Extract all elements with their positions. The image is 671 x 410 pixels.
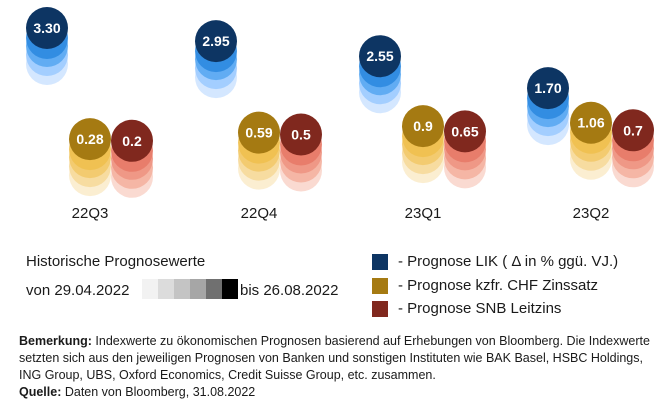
legend-label-chf: - Prognose kzfr. CHF Zinssatz — [398, 277, 599, 294]
data-point-lik-22q4 — [195, 20, 237, 63]
data-label-snb-22q3: 0.2 — [122, 133, 142, 149]
history-legend-from: von 29.04.2022 — [26, 282, 130, 299]
data-label-snb-23q1: 0.65 — [451, 123, 478, 139]
data-point-lik-23q2 — [527, 67, 569, 110]
data-point-snb-22q3 — [111, 119, 153, 162]
data-point-chf-22q3 — [69, 118, 111, 161]
data-label-chf-22q4: 0.59 — [245, 125, 272, 141]
data-point-lik-23q1 — [359, 35, 401, 78]
data-point-snb-23q2 — [612, 109, 654, 152]
data-point-chf-23q2 — [570, 101, 612, 144]
source-label: Quelle: — [19, 385, 62, 399]
legend-item-snb: - Prognose SNB Leitzins — [372, 300, 561, 317]
history-swatch-3 — [190, 279, 206, 299]
category-label-22q4: 22Q4 — [241, 205, 278, 222]
category-label-23q2: 23Q2 — [573, 205, 610, 222]
history-swatch-1 — [158, 279, 174, 299]
history-swatch-0 — [142, 279, 158, 299]
data-label-snb-23q2: 0.7 — [623, 122, 643, 138]
legend-item-chf: - Prognose kzfr. CHF Zinssatz — [372, 277, 598, 294]
history-gradient-swatches — [142, 279, 238, 299]
data-point-lik-22q3 — [26, 7, 68, 49]
legend-item-lik: - Prognose LIK ( Δ in % ggü. VJ.) — [372, 253, 618, 270]
history-legend-title: Historische Prognosewerte — [26, 253, 206, 270]
remark-text: Indexwerte zu ökonomischen Prognosen bas… — [19, 334, 650, 382]
legend-swatch-lik — [372, 253, 388, 270]
data-label-lik-22q4: 2.95 — [202, 33, 229, 49]
data-point-chf-22q4 — [238, 111, 280, 154]
legend-label-lik: - Prognose LIK ( Δ in % ggü. VJ.) — [398, 253, 619, 270]
forecast-bubble-chart: 3.30 0.28 0.2 22Q3 2.95 0.59 0.5 22Q4 2.55 0.9 0.6… — [26, 7, 654, 222]
data-point-chf-23q1 — [402, 105, 444, 148]
legend-swatch-snb — [372, 300, 388, 317]
history-swatch-4 — [206, 279, 222, 299]
data-label-snb-22q4: 0.5 — [291, 127, 311, 143]
history-swatch-5 — [222, 279, 238, 299]
footnote: Bemerkung: Indexwerte zu ökonomischen Pr… — [19, 333, 659, 401]
data-label-lik-23q2: 1.70 — [534, 80, 561, 96]
category-label-22q3: 22Q3 — [72, 205, 109, 222]
data-label-chf-23q2: 1.06 — [577, 115, 604, 131]
history-legend-to: bis 26.08.2022 — [240, 282, 339, 299]
source-text: Daten von Bloomberg, 31.08.2022 — [61, 385, 256, 399]
data-point-snb-23q1 — [444, 110, 486, 153]
data-label-lik-22q3: 3.30 — [33, 20, 60, 36]
data-label-lik-23q1: 2.55 — [366, 48, 393, 64]
data-label-chf-22q3: 0.28 — [76, 131, 103, 147]
history-swatch-2 — [174, 279, 190, 299]
data-label-chf-23q1: 0.9 — [413, 118, 433, 134]
legend-label-snb: - Prognose SNB Leitzins — [398, 300, 562, 317]
remark-label: Bemerkung: — [19, 334, 92, 348]
category-label-23q1: 23Q1 — [405, 205, 442, 222]
legend-swatch-chf — [372, 277, 388, 294]
data-point-snb-22q4 — [280, 113, 322, 156]
